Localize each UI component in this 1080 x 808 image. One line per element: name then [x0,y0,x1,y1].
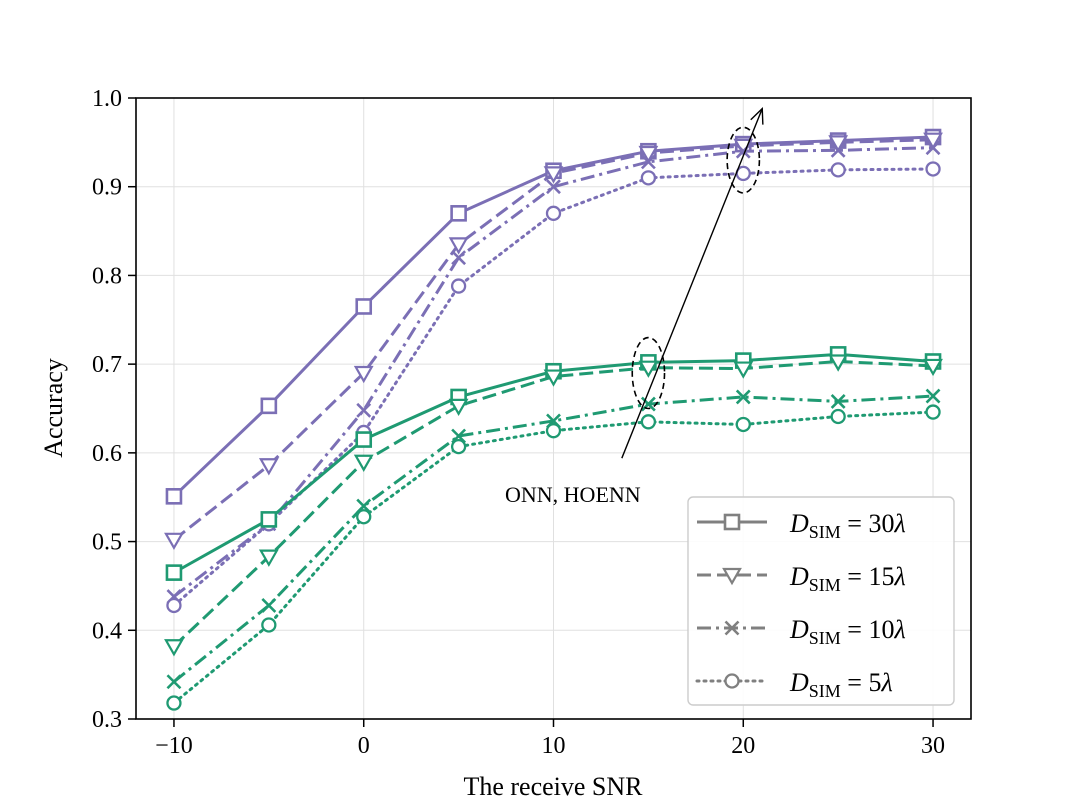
legend-label: DSIM = 5λ [789,668,893,701]
data-point-triangle_down [448,237,469,255]
data-point-square [165,564,183,581]
data-point-circle [735,416,751,433]
series-line [172,359,934,648]
annotation-layer: ONN, HOENN [505,107,764,507]
y-tick-label: 0.5 [92,530,122,556]
data-point-square [260,397,278,415]
y-tick-label: 1.0 [92,86,122,112]
series-green-dashed [164,354,943,657]
data-point-circle [450,438,467,455]
data-point-triangle_down [164,639,184,657]
data-point-x [356,402,372,418]
data-point-x [640,154,656,170]
data-point-triangle_down [164,532,184,551]
data-point-circle [261,617,277,633]
legend-marker-circle [724,673,740,689]
data-point-triangle_down [258,549,279,567]
dashed-ellipse [726,126,761,194]
data-point-x [830,142,846,158]
data-point-circle [166,695,182,711]
data-point-circle [545,205,562,221]
data-point-triangle_down [258,458,279,476]
annotation-arrow-line [621,108,763,459]
legend-label: DSIM = 30λ [789,509,906,542]
data-point-x [925,388,941,404]
data-point-circle [925,404,941,420]
data-point-x [166,674,182,690]
data-point-x [640,396,656,412]
data-point-circle [640,414,657,430]
data-point-x [261,598,277,613]
data-point-x [546,179,561,195]
x-tick-label: 20 [731,733,755,759]
series-line [172,410,935,705]
data-point-square [165,488,183,505]
data-point-x [735,389,751,405]
data-point-triangle_down [353,365,374,384]
data-point-circle [356,509,372,525]
data-point-square [355,298,373,315]
x-tick-label: 0 [358,733,370,759]
x-tick-label: 10 [542,733,566,759]
data-point-square [260,511,278,528]
y-tick-label: 0.6 [92,441,122,467]
data-point-square [450,205,467,222]
data-point-circle [925,161,941,177]
data-point-circle [640,170,657,186]
legend-entry: DSIM = 15λ [697,562,906,595]
x-tick-label: 30 [921,733,945,759]
data-point-triangle_down [923,132,943,150]
annotation-arrow-head [750,107,764,125]
dashed-ellipse [631,336,666,410]
legend-entry: DSIM = 30λ [697,509,906,542]
y-tick-label: 0.7 [92,352,122,378]
data-point-x [830,393,846,409]
data-point-triangle_down [638,360,659,378]
y-tick-label: 0.9 [92,175,122,201]
annotation-text: ONN, HOENN [505,482,641,507]
y-tick-label: 0.4 [92,618,122,644]
y-axis-label: Accuracy [39,358,68,458]
legend-marker-triangle_down [722,567,742,586]
data-point-x [356,498,372,514]
series-green-dotted [166,404,941,711]
x-axis-label: The receive SNR [463,772,643,801]
data-point-triangle_down [828,135,849,153]
legend-label: DSIM = 15λ [789,562,906,595]
legend-marker-square [723,513,741,531]
legend-entry: DSIM = 5λ [695,668,893,701]
data-point-square [355,431,373,448]
data-point-triangle_down [828,354,849,372]
legend-label: DSIM = 10λ [789,615,906,648]
ticks-layer: −10 0 10 20 30 0.3 0.4 0.5 0.6 0.7 0.8 0.9 1.0 [92,86,945,759]
series-line [173,394,934,683]
data-point-circle [450,278,467,294]
legend-entry: DSIM = 10λ [697,615,906,648]
data-point-triangle_down [448,398,469,417]
y-tick-label: 0.3 [92,707,122,733]
y-tick-label: 0.8 [92,263,122,289]
legend: DSIM = 30λ DSIM = 15λ DSIM = 10λ DSIM = 5λ [687,496,955,706]
data-point-triangle_down [543,166,564,184]
legend-box [687,496,955,706]
data-point-circle [830,408,846,425]
data-point-circle [166,597,182,614]
data-point-triangle_down [923,358,943,377]
legend-marker-x [724,620,740,636]
data-point-x [925,140,941,156]
series-line [173,146,934,598]
data-point-triangle_down [543,369,564,387]
data-point-circle [545,423,562,439]
series-layer [164,128,943,711]
data-point-triangle_down [733,361,754,379]
data-point-x [451,428,467,444]
x-tick-label: −10 [155,733,193,759]
series-purple-dashed [164,132,943,551]
data-point-x [451,250,467,266]
data-point-circle [830,162,846,178]
data-point-triangle_down [638,145,659,164]
data-point-triangle_down [353,454,374,472]
